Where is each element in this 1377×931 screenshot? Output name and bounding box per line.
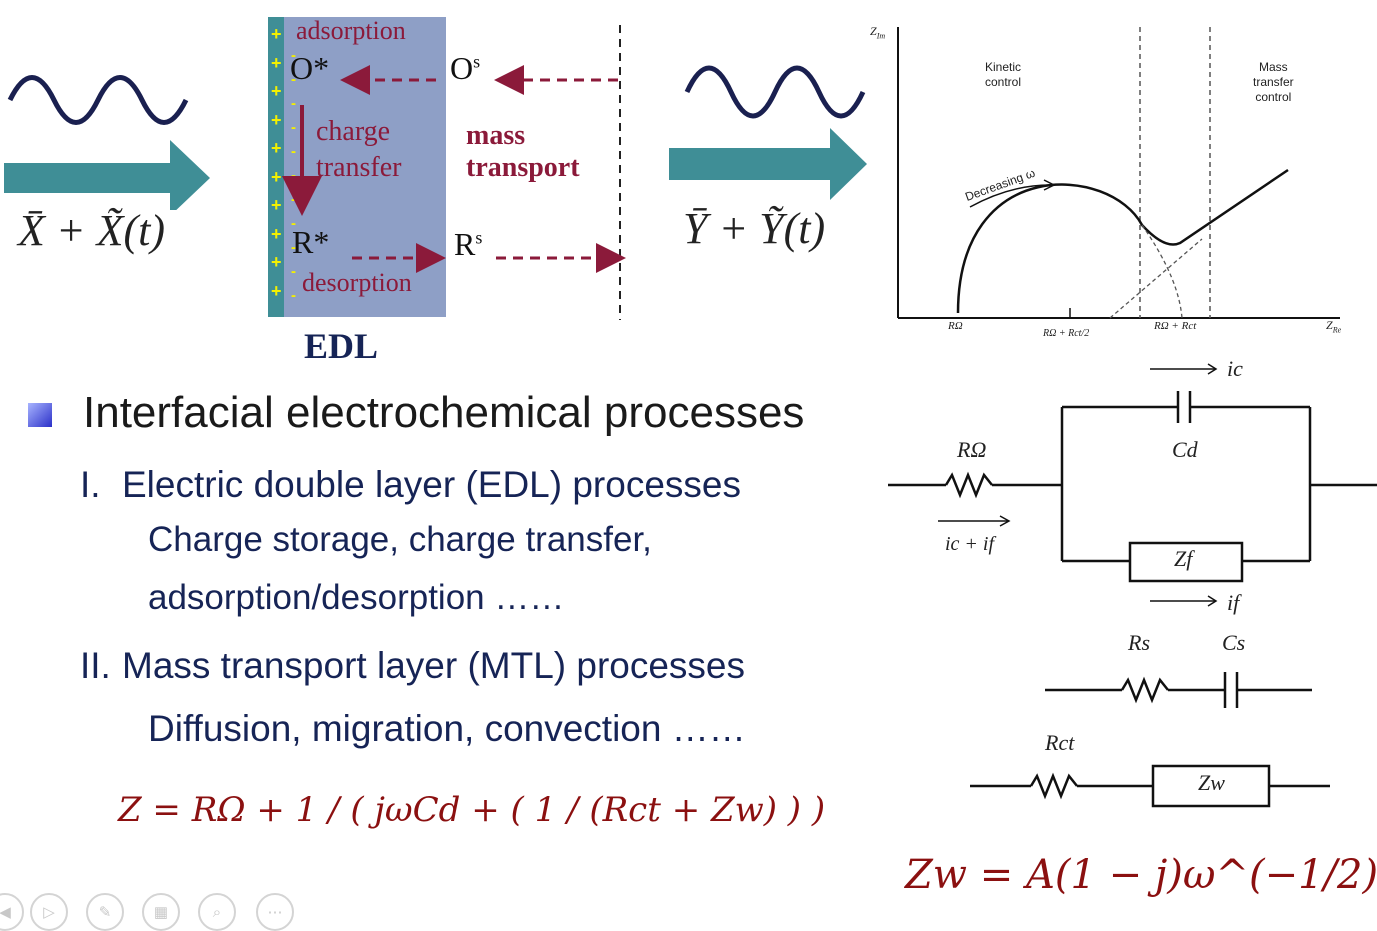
prev-slide-button[interactable]: ◀ xyxy=(0,893,24,931)
output-signal-graphic xyxy=(669,65,867,200)
zw-label: Zw xyxy=(1198,770,1225,795)
slides-button[interactable]: ▦ xyxy=(142,893,180,931)
more-button[interactable]: ⋯ xyxy=(256,893,294,931)
input-arrow xyxy=(4,140,210,210)
o-star-label: O* xyxy=(290,50,330,86)
r-omega-resistor xyxy=(944,471,993,499)
kinetic-control-label: Kinetic control xyxy=(985,60,1022,89)
rct-resistor xyxy=(1029,772,1078,800)
tick-r-omega-half-rct: RΩ + Rct/2 xyxy=(1043,328,1090,339)
zoom-button[interactable]: ⌕ xyxy=(198,893,236,931)
o-s-label: Os xyxy=(450,50,481,86)
r-star-label: R* xyxy=(292,224,330,260)
mass-transfer-control-label: Mass transfer control xyxy=(1253,60,1294,104)
output-sine-wave xyxy=(684,65,866,119)
cs-label: Cs xyxy=(1222,630,1246,655)
semicircle-extension-dashed xyxy=(1141,224,1183,319)
output-arrow xyxy=(669,128,867,200)
kinetic-semicircle-curve xyxy=(956,168,1289,314)
rs-resistor xyxy=(1120,676,1169,704)
rct-label: Rct xyxy=(1045,730,1075,755)
zf-label: Zf xyxy=(1174,546,1193,571)
decreasing-omega-arrow xyxy=(969,184,1051,208)
warburg-extrapolation-dashed xyxy=(1109,238,1203,319)
play-button[interactable]: ▷ xyxy=(30,893,68,931)
impedance-equation: Z = RΩ + 1 / ( jωCd + ( 1 / (Rct + Zw) )… xyxy=(118,790,826,830)
ic-label: ic xyxy=(1227,356,1243,381)
output-signal-label: Ȳ + Ỹ(t) xyxy=(683,204,826,253)
nyquist-plot xyxy=(897,27,1340,319)
adsorption-label: adsorption xyxy=(296,16,406,45)
input-sine-wave xyxy=(7,75,189,125)
nyquist-y-axis-label: ZIm xyxy=(870,24,886,41)
main-bullet-title: Interfacial electrochemical processes xyxy=(83,388,805,437)
warburg-equation: Zw = A(1 − j)ω^(−1/2) xyxy=(905,852,1377,898)
charge-label: charge xyxy=(316,116,391,147)
desorption-label: desorption xyxy=(302,268,412,297)
tick-r-omega: RΩ xyxy=(948,320,963,332)
rct-zw-circuit xyxy=(970,764,1330,808)
section-i-title: Electric double layer (EDL) processes xyxy=(122,464,741,505)
electrode-strip xyxy=(268,17,284,317)
section-ii-line1: Diffusion, migration, convection …… xyxy=(148,708,746,749)
randles-circuit xyxy=(888,363,1377,607)
transport-label: transport xyxy=(466,152,580,183)
transfer-label: transfer xyxy=(316,152,402,183)
if-label: if xyxy=(1227,590,1240,615)
section-i-line1: Charge storage, charge transfer, xyxy=(148,520,652,559)
section-i-numeral: I. xyxy=(80,464,101,505)
r-s-label: Rs xyxy=(454,226,483,262)
tick-r-omega-rct: RΩ + Rct xyxy=(1154,320,1197,332)
nyquist-x-axis-label: ZRe xyxy=(1326,318,1342,335)
mass-label: mass xyxy=(466,120,526,151)
input-signal-label: X̄ + X̃(t) xyxy=(18,206,165,255)
series-rc-circuit xyxy=(1045,672,1312,708)
section-ii-title: Mass transport layer (MTL) processes xyxy=(122,645,746,686)
cd-label: Cd xyxy=(1172,437,1198,462)
electrode-charges: + + + + + + + + + + xyxy=(271,24,282,301)
edl-caption: EDL xyxy=(304,326,379,366)
bullet-marker xyxy=(28,403,52,427)
edl-arrows xyxy=(282,25,626,320)
section-ii-numeral: II. xyxy=(80,645,111,686)
section-i-line2: adsorption/desorption …… xyxy=(148,578,565,617)
r-omega-label: RΩ xyxy=(957,437,987,462)
icf-label: ic + if xyxy=(945,533,995,555)
pen-button[interactable]: ✎ xyxy=(86,893,124,931)
rs-label: Rs xyxy=(1128,630,1150,655)
input-signal-graphic xyxy=(4,75,210,210)
